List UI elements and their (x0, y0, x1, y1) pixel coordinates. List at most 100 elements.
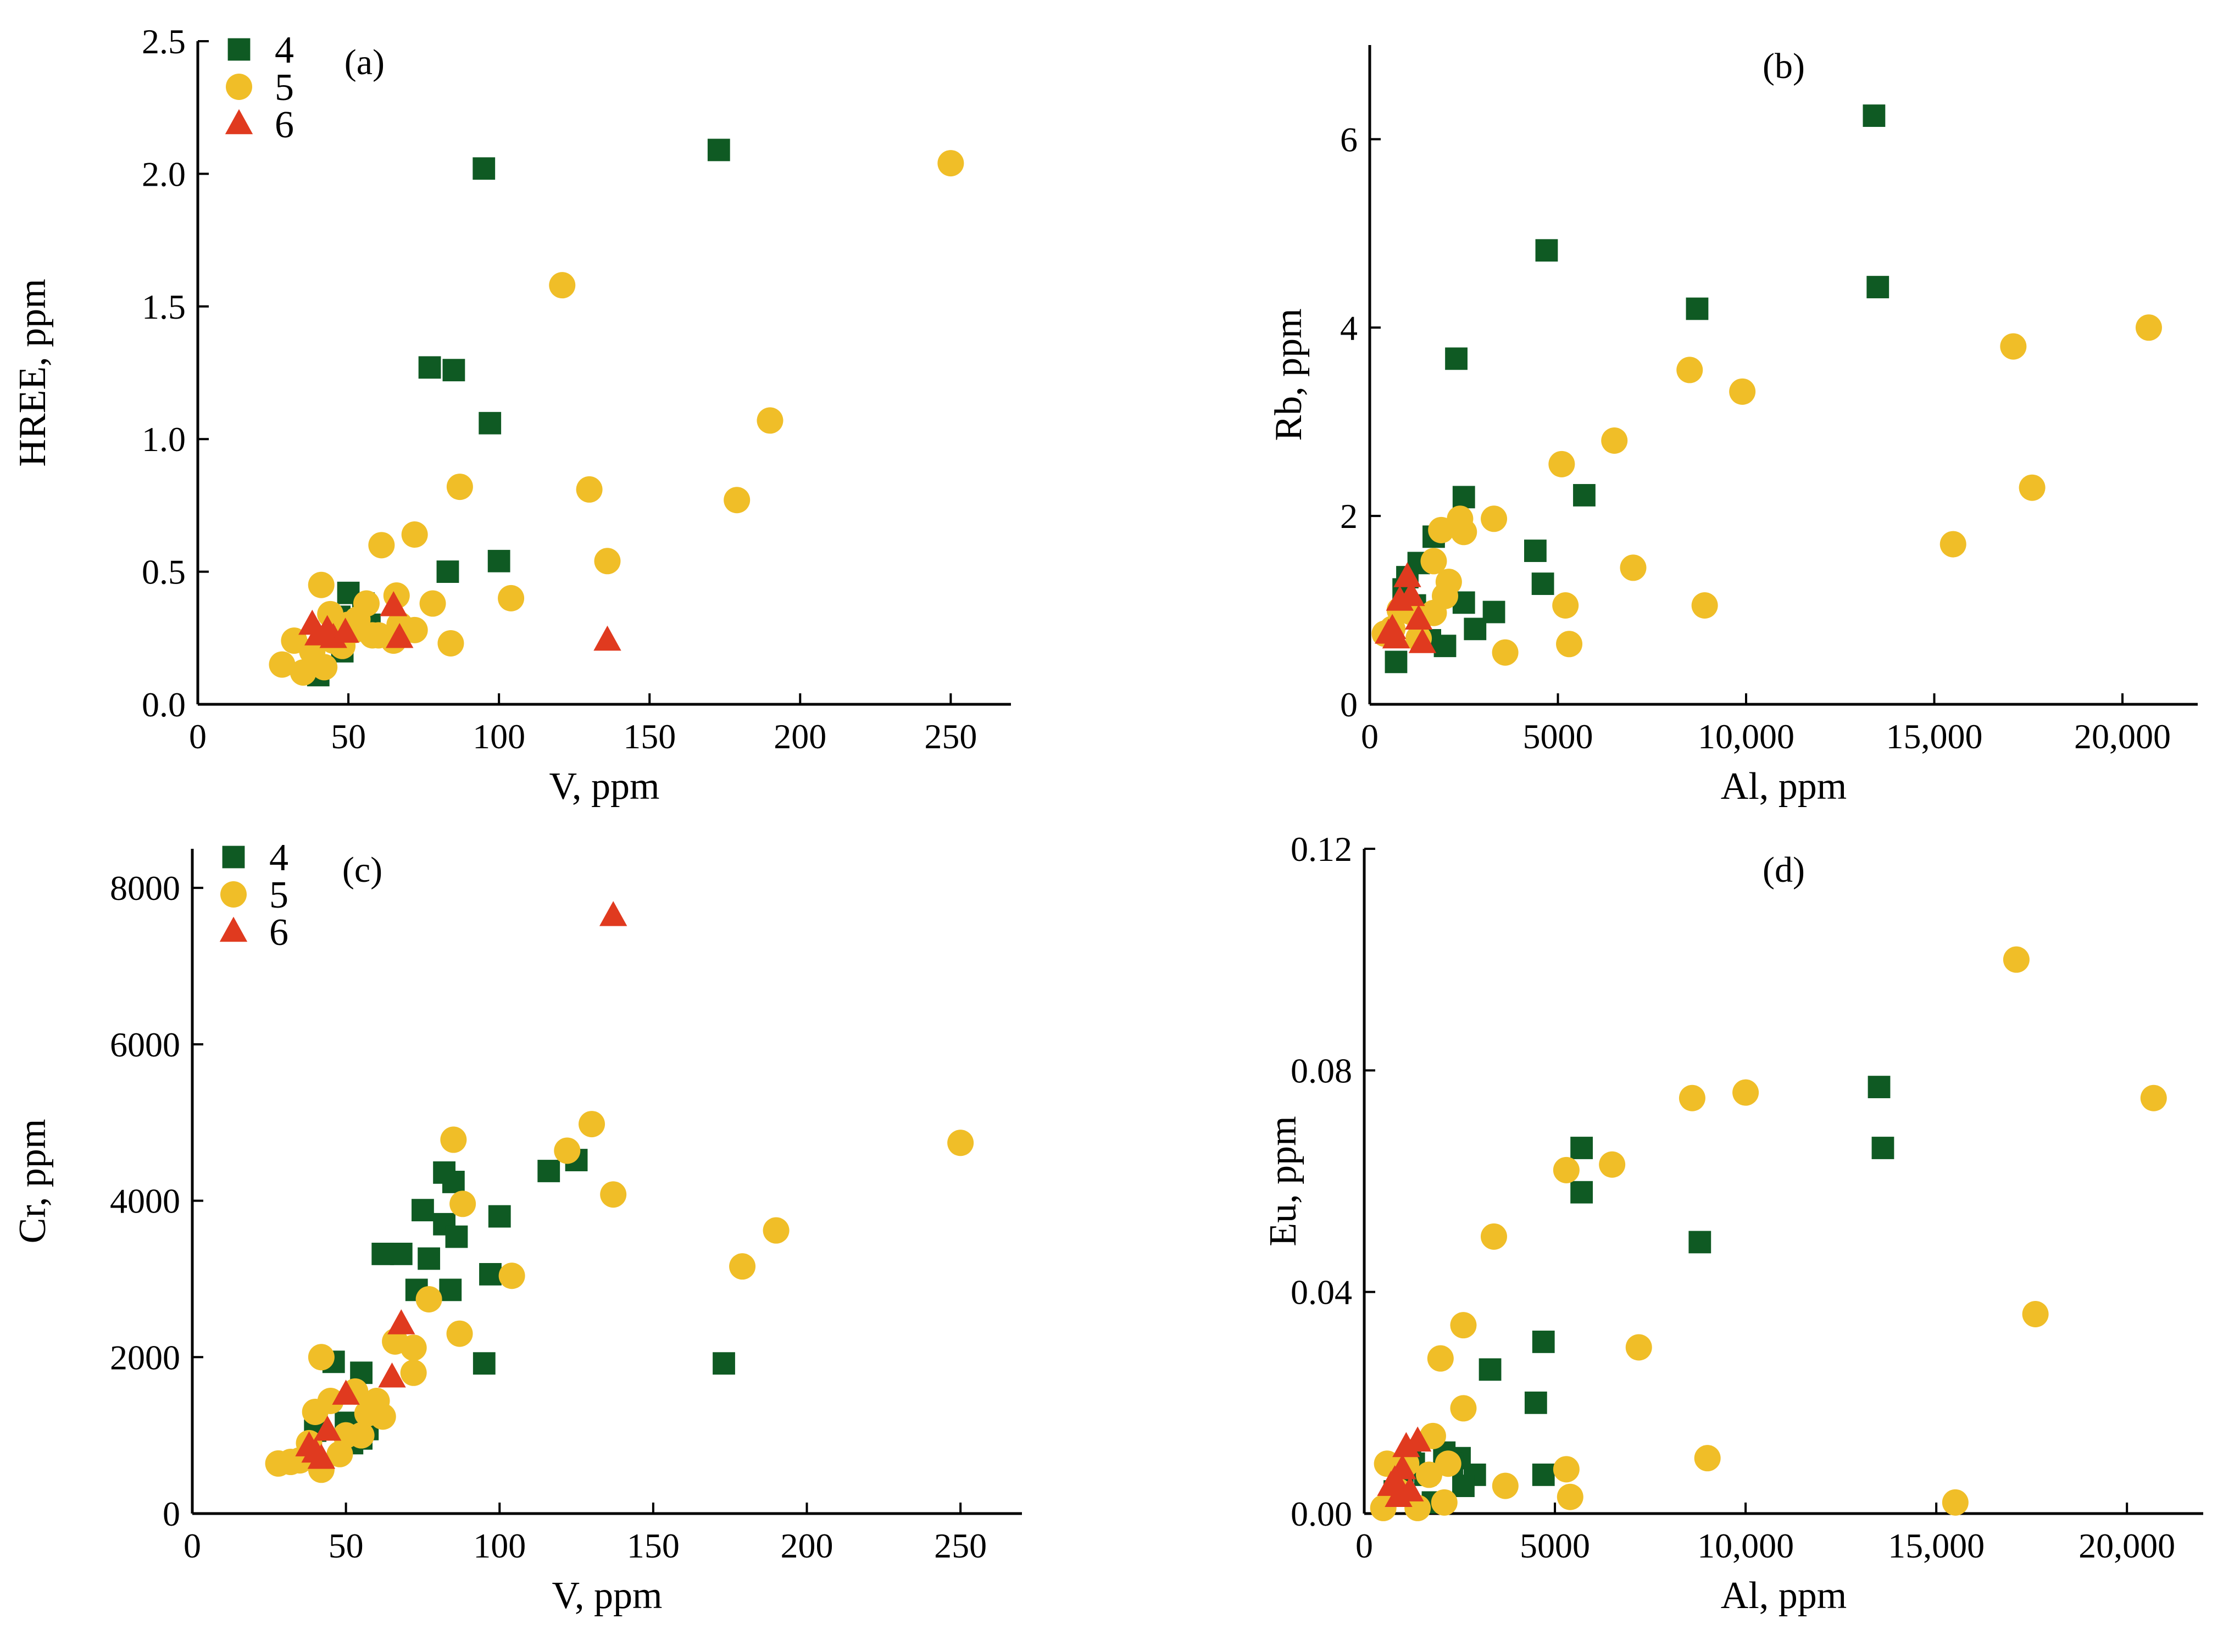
data-point-series-6 (599, 901, 627, 926)
panel-b: 0 5000 10,000 15,000 20,000 0 2 4 6 Al, ppm Rb, pp… (1268, 45, 2198, 808)
x-tick-label-b: 5000 (1523, 717, 1593, 756)
data-point-series-5 (269, 651, 296, 678)
x-tick-label-c: 200 (781, 1526, 833, 1565)
panel-label-d: (d) (1763, 850, 1805, 890)
data-point-series-4 (1866, 276, 1889, 298)
data-point-series-6 (387, 1309, 415, 1334)
data-point-series-4 (1452, 1475, 1475, 1497)
x-axis-label-b: Al, ppm (1721, 765, 1847, 808)
data-point-series-5 (594, 548, 621, 575)
series-5-c (265, 1111, 974, 1483)
data-point-series-5 (1450, 1395, 1477, 1422)
data-point-series-5 (1620, 554, 1647, 581)
data-point-series-5 (1548, 450, 1575, 477)
data-point-series-5 (1625, 1334, 1652, 1361)
data-point-series-5 (446, 1320, 473, 1347)
x-tick-label-d: 15,000 (1888, 1526, 1985, 1565)
data-point-series-6 (313, 1415, 342, 1441)
data-point-series-5 (579, 1111, 605, 1138)
y-tick-label-b: 0 (1340, 685, 1358, 724)
data-point-series-4 (1573, 484, 1596, 507)
data-point-series-5 (368, 532, 395, 559)
data-point-series-5 (1939, 531, 1966, 558)
x-tick-label-a: 100 (473, 717, 525, 756)
legend-marker-4 (227, 38, 251, 61)
data-point-series-4 (1863, 104, 1886, 127)
data-point-series-5 (1492, 639, 1519, 666)
data-point-series-5 (2000, 333, 2027, 360)
data-point-series-4 (445, 1225, 468, 1248)
data-point-series-5 (1732, 1079, 1759, 1106)
y-tick-label-b: 2 (1340, 497, 1358, 536)
data-point-series-5 (2003, 946, 2030, 973)
data-point-series-4 (442, 359, 465, 382)
legend-marker-4 (222, 846, 245, 869)
x-tick-label-b: 0 (1361, 717, 1379, 756)
data-point-series-5 (947, 1130, 974, 1156)
data-point-series-5 (554, 1137, 581, 1164)
data-point-series-6 (378, 1362, 406, 1388)
data-point-series-4 (713, 1352, 735, 1375)
data-point-series-5 (549, 272, 576, 299)
series-5-a (269, 150, 964, 686)
x-tick-label-d: 20,000 (2078, 1526, 2175, 1565)
series-6-d (1377, 1426, 1432, 1507)
data-point-series-5 (2135, 314, 2162, 341)
x-tick-label-a: 200 (774, 717, 826, 756)
x-tick-label-a: 50 (331, 717, 366, 756)
data-point-series-5 (576, 476, 603, 503)
data-point-series-5 (1601, 427, 1628, 454)
panel-a: 0 50 100 150 200 250 0.0 0.5 1.0 1.5 2.0 2.5 V, ppm H… (12, 22, 1011, 808)
y-tick-label-a: 2.0 (142, 154, 186, 193)
data-point-series-4 (418, 356, 441, 379)
y-tick-label-d: 0.08 (1291, 1051, 1352, 1090)
data-point-series-5 (1480, 1223, 1507, 1250)
y-tick-label-c: 0 (163, 1494, 180, 1533)
data-point-series-5 (1694, 1445, 1721, 1472)
data-point-series-5 (353, 590, 380, 617)
data-point-series-4 (1532, 1464, 1555, 1486)
legend-marker-6 (225, 109, 253, 135)
panel-label-b: (b) (1763, 46, 1805, 86)
data-point-series-5 (415, 1286, 442, 1312)
legend-a: 456 (225, 29, 294, 146)
series-6-a (298, 591, 621, 651)
x-tick-label-a: 150 (623, 717, 676, 756)
data-point-series-4 (418, 1247, 441, 1270)
x-tick-label-a: 250 (924, 717, 977, 756)
y-tick-label-c: 4000 (110, 1182, 180, 1221)
data-point-series-5 (1729, 378, 1756, 405)
data-point-series-4 (488, 1205, 511, 1228)
data-point-series-5 (1450, 519, 1477, 546)
data-point-series-5 (1556, 631, 1583, 658)
x-tick-label-b: 20,000 (2074, 717, 2171, 756)
data-point-series-5 (1404, 1494, 1431, 1521)
data-point-series-6 (1397, 581, 1425, 607)
data-point-series-5 (440, 1126, 467, 1153)
data-point-series-5 (729, 1253, 756, 1280)
y-tick-label-b: 6 (1340, 120, 1358, 159)
data-point-series-5 (600, 1181, 627, 1208)
data-point-series-6 (295, 1431, 323, 1456)
legend-label-4: 4 (275, 29, 294, 71)
data-point-series-4 (1452, 486, 1475, 509)
x-tick-label-b: 10,000 (1698, 717, 1794, 756)
y-tick-label-a: 1.5 (142, 287, 186, 326)
data-point-series-5 (1427, 1345, 1454, 1372)
data-point-series-4 (1385, 650, 1408, 674)
data-point-series-6 (1393, 562, 1421, 587)
data-point-series-5 (369, 1403, 396, 1430)
series-4-d (1383, 1076, 1894, 1514)
data-point-series-4 (1524, 1391, 1547, 1414)
y-axis-label-d: Eu, ppm (1262, 1116, 1304, 1246)
data-point-series-5 (290, 659, 316, 686)
data-point-series-5 (1552, 592, 1579, 619)
data-point-series-4 (1686, 297, 1709, 320)
y-tick-label-d: 0.12 (1291, 830, 1352, 869)
data-point-series-5 (1431, 1489, 1458, 1516)
x-tick-label-d: 5000 (1520, 1526, 1590, 1565)
data-point-series-5 (1676, 357, 1703, 383)
x-tick-label-b: 15,000 (1886, 717, 1983, 756)
data-point-series-5 (498, 585, 525, 611)
